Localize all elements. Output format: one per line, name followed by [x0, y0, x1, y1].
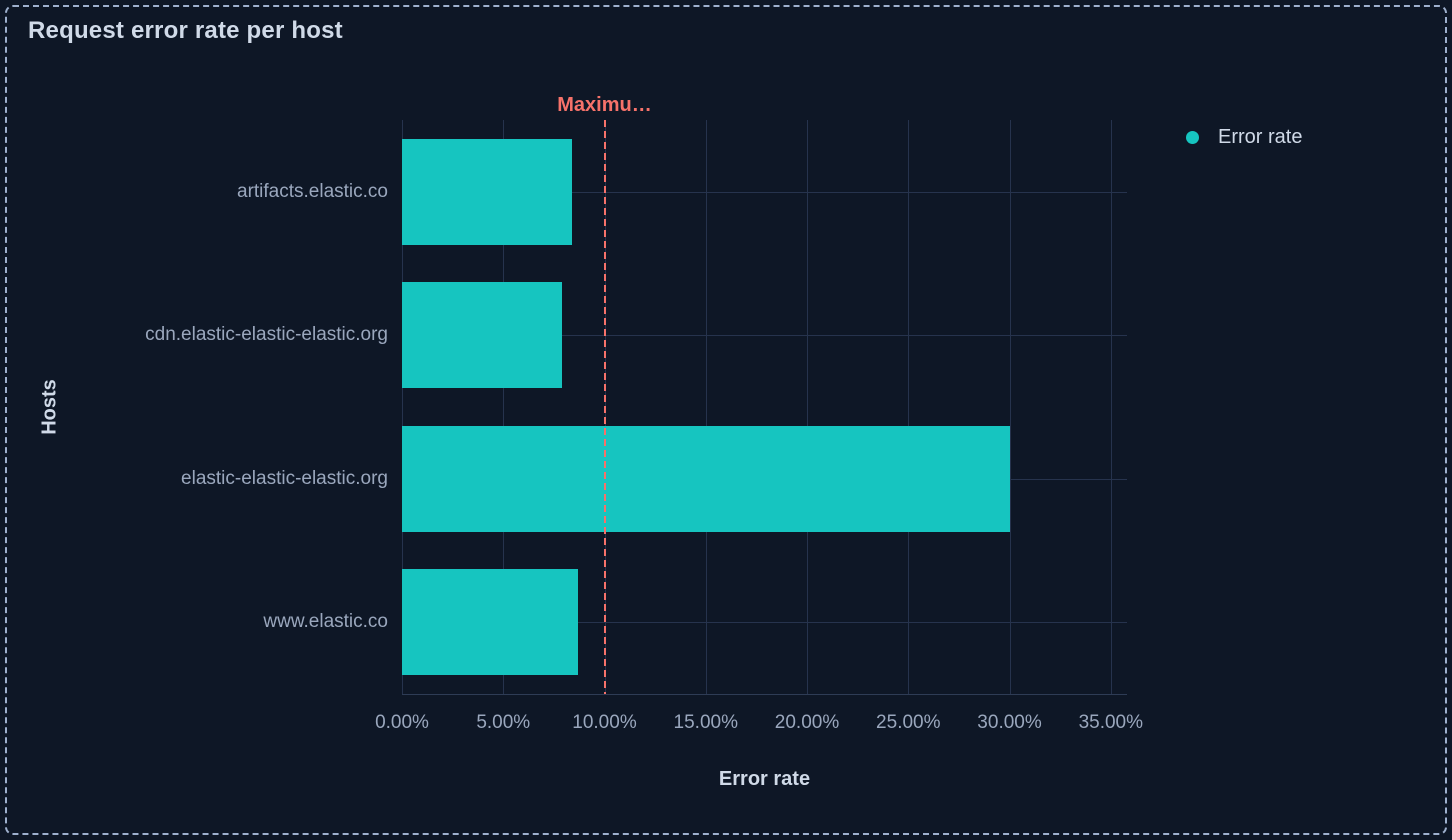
- x-gridline: [705, 120, 707, 694]
- chart-legend: Error rate: [1186, 126, 1302, 149]
- x-tick-label: 35.00%: [1078, 712, 1144, 733]
- x-tick-label: 25.00%: [876, 712, 941, 733]
- bar-elastic-elastic-elastic.org[interactable]: [402, 425, 1010, 532]
- x-gridline: [1110, 120, 1112, 694]
- x-tick-label: 10.00%: [572, 712, 637, 733]
- plot-area: [402, 120, 1127, 695]
- x-axis-tick-labels: 0.00% 5.00% 10.00% 15.00% 20.00% 25.00% 30.00%…: [375, 712, 1143, 738]
- y-category-label: www.elastic.co: [263, 611, 388, 633]
- legend-series-dot-icon: [1186, 131, 1199, 144]
- x-gridline: [1009, 120, 1011, 694]
- y-category-label: elastic-elastic-elastic.org: [181, 467, 388, 489]
- y-category-label: artifacts.elastic.co: [237, 180, 388, 202]
- x-gridline: [503, 120, 505, 694]
- legend-item-error-rate[interactable]: Error rate: [1186, 126, 1302, 149]
- x-tick-label: 20.00%: [774, 712, 840, 733]
- y-axis-category-labels: artifacts.elastic.co cdn.elastic-elastic-…: [0, 120, 388, 694]
- x-gridline: [807, 120, 809, 694]
- y-gridline: [402, 335, 1127, 337]
- x-tick-label: 0.00%: [375, 712, 429, 733]
- y-gridline: [402, 622, 1127, 624]
- x-gridline: [402, 120, 403, 694]
- x-axis-title: Error rate: [718, 768, 811, 790]
- x-gridline: [908, 120, 910, 694]
- legend-item-label: Error rate: [1218, 126, 1303, 148]
- x-tick-label: 15.00%: [673, 712, 738, 733]
- max-threshold-line: [603, 120, 606, 694]
- panel-title: Request error rate per host: [28, 17, 343, 44]
- bar-www.elastic.co[interactable]: [402, 569, 579, 676]
- y-gridline: [402, 191, 1127, 193]
- max-threshold-label: Maximu…: [557, 94, 652, 116]
- x-tick-label: 5.00%: [476, 712, 531, 733]
- bar-artifacts.elastic.co[interactable]: [402, 138, 573, 245]
- bar-cdn.elastic-elastic-elastic.org[interactable]: [402, 282, 562, 389]
- y-category-label: cdn.elastic-elastic-elastic.org: [145, 324, 388, 346]
- x-tick-label: 30.00%: [977, 712, 1042, 733]
